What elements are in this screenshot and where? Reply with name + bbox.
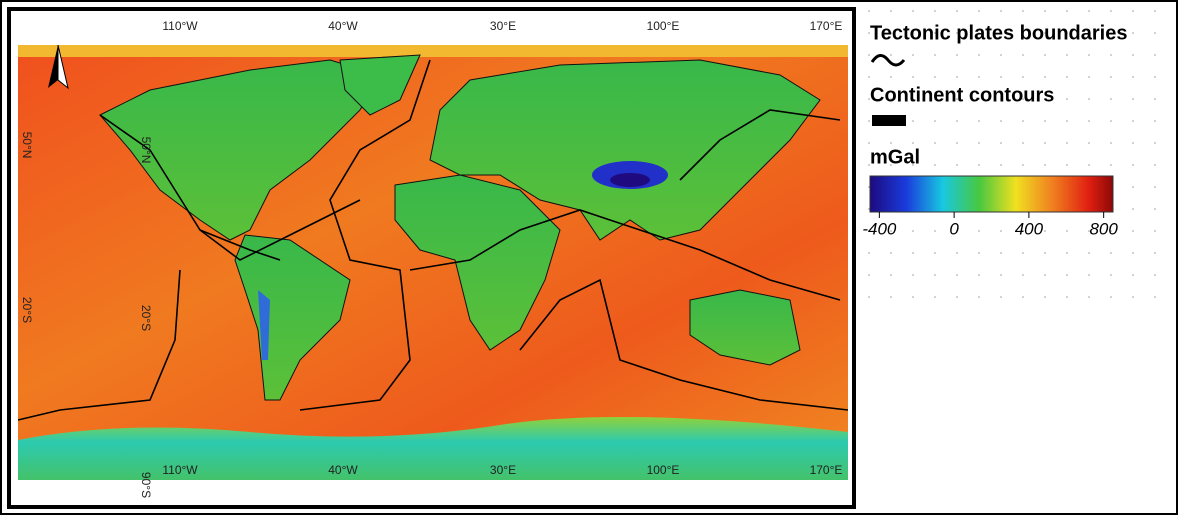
latitude-label: 50°N [139, 137, 153, 164]
longitude-label: 170°E [810, 19, 843, 33]
map-image [17, 44, 849, 480]
continent-contour-symbol [872, 115, 906, 126]
arctic [18, 45, 848, 57]
longitude-label: 110°W [162, 463, 198, 477]
colorbar [869, 175, 1114, 213]
eurasia [429, 59, 821, 241]
legend-title: Continent contours [870, 84, 1054, 106]
plate-boundary-symbol [870, 54, 906, 67]
longitude-label: 110°W [162, 19, 198, 33]
colorbar-tick-label: -400 [862, 219, 897, 238]
longitude-label: 170°E [810, 463, 843, 477]
latitude-label: 50°N [20, 132, 34, 159]
longitude-label: 40°W [328, 19, 358, 33]
colorbar-tick-label: 0 [949, 219, 959, 238]
longitude-label: 100°E [647, 463, 680, 477]
andes [258, 290, 270, 360]
legend-title: mGal [870, 146, 920, 168]
longitude-label: 100°E [647, 19, 680, 33]
label-strip [18, 18, 848, 45]
north-arrow [57, 44, 69, 90]
longitude-label: 30°E [490, 463, 516, 477]
tibet-core [610, 173, 650, 187]
longitude-label: 40°W [328, 463, 358, 477]
legend-background [856, 8, 1170, 308]
legend-title: Tectonic plates boundaries [870, 22, 1127, 44]
north-america [99, 59, 381, 241]
colorbar-tick-label: 800 [1089, 219, 1118, 238]
latitude-label: 90°S [139, 472, 153, 498]
greenland [339, 54, 421, 116]
north-arrow [48, 45, 58, 88]
antarctica [18, 416, 848, 480]
plate-boundaries [17, 59, 849, 421]
africa [394, 174, 561, 351]
longitude-label: 30°E [490, 19, 516, 33]
australia [689, 289, 801, 366]
latitude-label: 20°S [20, 297, 34, 323]
latitude-label: 20°S [139, 305, 153, 331]
colorbar-tick-label: 400 [1015, 219, 1044, 238]
